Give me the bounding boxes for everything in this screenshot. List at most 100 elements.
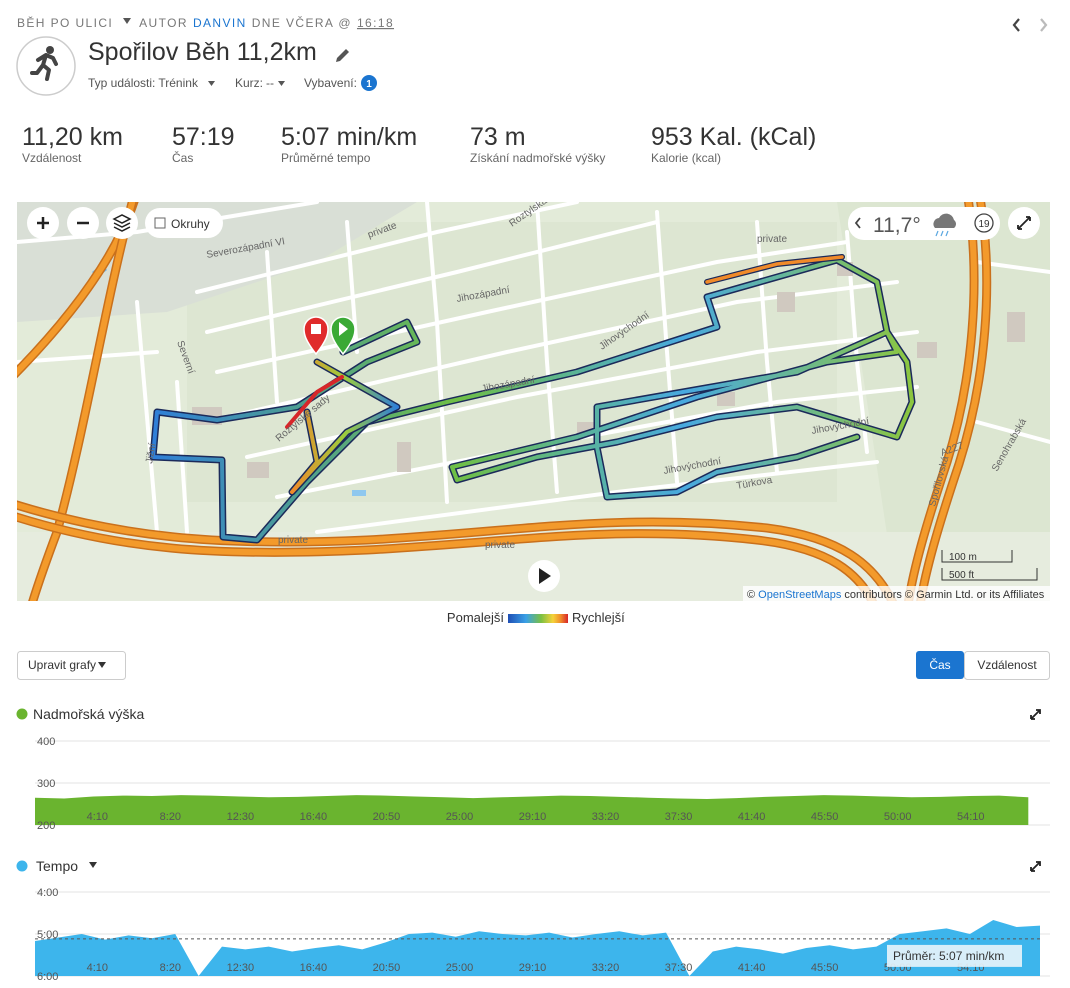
stat-value: 11,20 km bbox=[22, 123, 123, 151]
stats: 11,20 km Vzdálenost 57:19 Čas 5:07 min/k… bbox=[22, 123, 816, 165]
gear-label[interactable]: Vybavení: bbox=[304, 76, 357, 90]
caret[interactable] bbox=[89, 862, 97, 868]
stat-value: 5:07 min/km bbox=[281, 123, 417, 151]
caret[interactable] bbox=[208, 81, 215, 86]
stat-value: 73 m bbox=[470, 123, 526, 151]
x-tick-label: 4:10 bbox=[87, 811, 108, 823]
laps-toggle[interactable]: Okruhy bbox=[145, 208, 223, 238]
x-tick-label: 50:00 bbox=[884, 811, 912, 823]
edit-icon[interactable] bbox=[336, 49, 349, 62]
expand-chart[interactable] bbox=[1030, 861, 1041, 872]
stat-label: Kalorie (kcal) bbox=[651, 151, 721, 165]
caret[interactable] bbox=[123, 18, 131, 24]
stat-value: 953 Kal. (kCal) bbox=[651, 123, 816, 151]
time-label: Čas bbox=[929, 657, 950, 672]
gear-count: 1 bbox=[366, 79, 372, 90]
x-tick-label: 29:10 bbox=[519, 811, 547, 823]
distance-label: Vzdálenost bbox=[977, 658, 1037, 672]
scale: 100 m 500 ft bbox=[941, 550, 1038, 581]
legend-slow: Pomalejší bbox=[447, 610, 504, 625]
x-tick-label: 54:10 bbox=[957, 811, 985, 823]
next-arrow[interactable] bbox=[1040, 18, 1048, 32]
laps-label: Okruhy bbox=[171, 217, 210, 231]
x-tick-label: 25:00 bbox=[446, 811, 474, 823]
average-label: Průměr: 5:07 min/km bbox=[893, 949, 1004, 963]
x-tick-label: 33:20 bbox=[592, 811, 620, 823]
area bbox=[35, 795, 1029, 825]
map-label: private bbox=[278, 535, 308, 546]
fullscreen[interactable] bbox=[1008, 207, 1040, 239]
stat-label: Čas bbox=[172, 150, 193, 165]
gear-badge[interactable] bbox=[361, 75, 377, 91]
x-tick-label: 41:40 bbox=[738, 811, 766, 823]
map-label: Jižní bbox=[144, 442, 158, 464]
edit-charts-label: Upravit grafy bbox=[28, 658, 96, 672]
scale-label: 500 ft bbox=[949, 570, 974, 581]
osm-link[interactable]: OpenStreetMaps bbox=[758, 589, 842, 601]
x-tick-label: 37:30 bbox=[665, 811, 693, 823]
speed-gradient bbox=[508, 614, 568, 623]
x-tick-label: 8:20 bbox=[160, 962, 181, 974]
chart-title[interactable]: Tempo bbox=[36, 858, 78, 874]
area bbox=[35, 920, 1040, 976]
zoom-out[interactable] bbox=[67, 207, 99, 239]
x-tick-label: 29:10 bbox=[519, 962, 547, 974]
breadcrumb: BĚH PO ULICI AUTOR DANVIN DNE VČERA @16:18 bbox=[17, 15, 394, 30]
play[interactable] bbox=[528, 560, 560, 592]
stop-marker[interactable] bbox=[303, 316, 329, 356]
x-tick-label: 45:50 bbox=[811, 811, 839, 823]
activity-title: Spořilov Běh 11,2km bbox=[88, 38, 317, 66]
time-toggle[interactable]: Čas bbox=[916, 651, 964, 679]
x-tick-label: 12:30 bbox=[227, 962, 255, 974]
x-tick-label: 37:30 bbox=[665, 962, 693, 974]
stat-label: Průměrné tempo bbox=[281, 151, 371, 165]
x-tick-label: 8:20 bbox=[160, 811, 181, 823]
edit-charts[interactable]: Upravit grafy bbox=[17, 651, 126, 680]
stat-value: 57:19 bbox=[172, 123, 235, 151]
activity-icon bbox=[16, 36, 76, 96]
activity-type[interactable]: BĚH PO ULICI bbox=[17, 15, 113, 30]
x-tick-label: 20:50 bbox=[373, 962, 401, 974]
x-tick-label: 12:30 bbox=[227, 811, 255, 823]
average-box bbox=[887, 944, 1022, 967]
y-tick-label: 5:00 bbox=[37, 929, 58, 941]
stat-label: Získání nadmořské výšky bbox=[470, 151, 605, 165]
x-tick-label: 33:20 bbox=[592, 962, 620, 974]
y-tick-label: 400 bbox=[37, 736, 55, 748]
y-tick-label: 300 bbox=[37, 778, 55, 790]
x-tick-label: 4:10 bbox=[87, 962, 108, 974]
x-tick-label: 16:40 bbox=[300, 962, 328, 974]
series-dot bbox=[16, 708, 28, 720]
event-type[interactable]: Typ události: Trénink bbox=[88, 76, 199, 90]
y-tick-label: 200 bbox=[37, 820, 55, 832]
distance-toggle[interactable]: Vzdálenost bbox=[964, 651, 1050, 680]
author[interactable]: DANVIN bbox=[193, 16, 247, 30]
map-label: private bbox=[485, 540, 515, 551]
x-tick-label: 16:40 bbox=[300, 811, 328, 823]
legend-fast: Rychlejší bbox=[572, 610, 625, 625]
stat-label: Vzdálenost bbox=[22, 151, 82, 165]
map[interactable]: Severozápadní VI Jihozápadní Jihozápadní… bbox=[7, 192, 1050, 622]
start-marker[interactable] bbox=[330, 316, 356, 356]
temperature: 11,7° bbox=[873, 214, 921, 237]
weather[interactable]: 11,7° 19 bbox=[848, 207, 1000, 240]
caret[interactable] bbox=[278, 81, 285, 86]
prev-arrow[interactable] bbox=[1012, 18, 1020, 32]
y-tick-label: 6:00 bbox=[37, 971, 58, 983]
attribution: © OpenStreetMaps contributors © Garmin L… bbox=[747, 589, 1045, 601]
chart-title: Nadmořská výška bbox=[33, 706, 144, 722]
map-label: private bbox=[757, 234, 787, 245]
course[interactable]: Kurz: -- bbox=[235, 76, 274, 90]
y-tick-label: 4:00 bbox=[37, 887, 58, 899]
scale-label: 100 m bbox=[949, 552, 977, 563]
x-tick-label: 45:50 bbox=[811, 962, 839, 974]
forecast-badge: 19 bbox=[978, 219, 990, 230]
x-tick-label: 41:40 bbox=[738, 962, 766, 974]
zoom-in[interactable] bbox=[27, 207, 59, 239]
expand-chart[interactable] bbox=[1030, 709, 1041, 720]
series-dot bbox=[16, 860, 28, 872]
layers[interactable] bbox=[106, 207, 138, 239]
x-tick-label: 20:50 bbox=[373, 811, 401, 823]
